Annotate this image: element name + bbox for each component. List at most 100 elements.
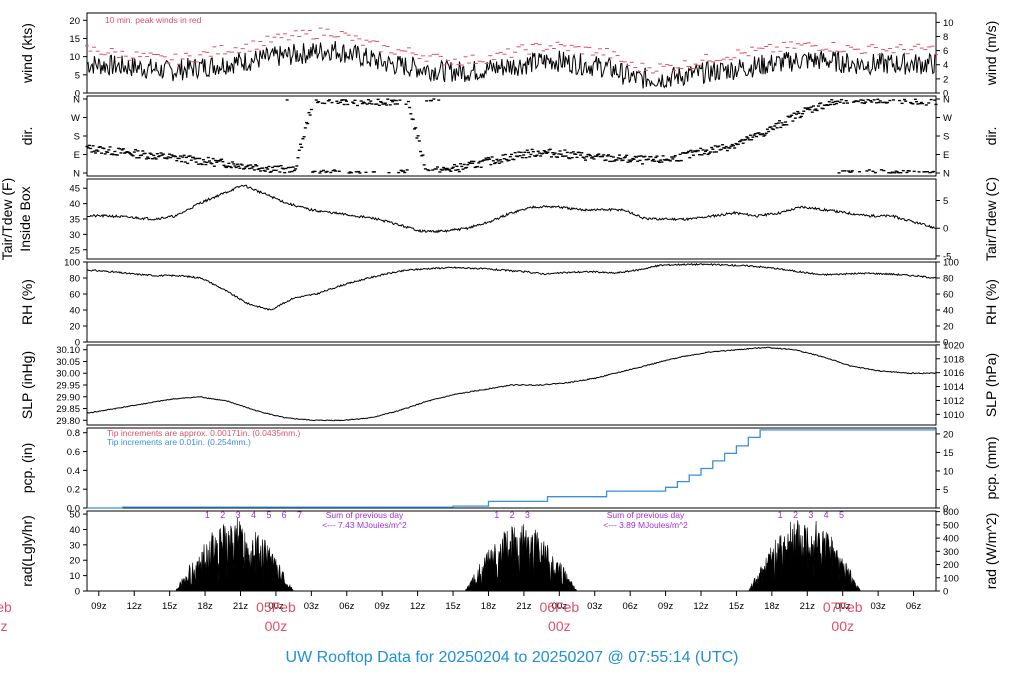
y-tick-label: 40 [69,306,80,317]
day-label-z: z [1,618,8,634]
y-tick-label: 29.90 [56,392,80,403]
y-tick-label: 40 [69,525,80,536]
series-line-rh [86,262,937,311]
y-tick-label: 45 [69,184,80,195]
day-label: 06Feb [539,599,579,615]
y-tick-label-right: -5 [943,251,951,262]
y-tick-label: 0.6 [67,447,80,458]
y-axis-label-left: wind (kts) [19,23,35,84]
y-tick-label-right: 0 [943,89,948,100]
y-tick-label-right: 20 [943,429,954,440]
x-tick-label: 06z [339,601,355,612]
y-tick-label: 29.85 [56,404,80,415]
y-tick-label: 30 [69,230,80,241]
y-tick-label: 10 [69,571,80,582]
y-tick-label: 20 [69,322,80,333]
panel-frame-wind [86,12,937,94]
y-tick-label: W [71,113,80,124]
series-line-temp [86,184,937,234]
y-axis-label-right: dir. [983,127,999,146]
x-tick-label: 21z [800,601,816,612]
y-tick-label-right: 5 [943,196,948,207]
y-tick-label: 0.4 [67,466,80,477]
hour-marker: 4 [824,510,829,520]
y-tick-label-right: 200 [943,560,959,571]
y-tick-label: 20 [69,556,80,567]
y-axis-label-right: wind (m/s) [983,21,999,87]
x-tick-label: 15z [445,601,461,612]
y-tick-label-right: 1014 [943,382,964,393]
x-tick-label: 09z [375,601,391,612]
y-tick-label: 30.10 [56,345,80,356]
y-tick-label-right: 15 [943,448,954,459]
day-label: 05Feb [256,599,296,615]
sum-note-title: Sum of previous day [326,510,404,520]
x-tick-label: 12z [693,601,709,612]
x-tick-label: 09z [658,601,674,612]
x-tick-label: 00z [835,601,851,612]
hour-marker: 2 [793,510,798,520]
y-tick-label: 40 [69,199,80,210]
y-tick-label-right: 4 [943,60,948,71]
hour-marker: 6 [282,510,287,520]
x-tick-label: 12z [127,601,143,612]
y-tick-label-right: 40 [943,306,954,317]
x-tick-label: 15z [162,601,178,612]
day-label: eb [0,599,12,615]
day-label-z: 00z [265,618,288,634]
x-tick-label: 03z [870,601,886,612]
y-axis-label-left: Tair/Tdew (F) [0,178,15,260]
y-axis-label-right: pcp. (mm) [983,437,999,500]
hour-marker: 5 [266,510,271,520]
hour-marker: 1 [494,510,499,520]
x-tick-label: 03z [587,601,603,612]
hour-marker: 1 [205,510,210,520]
y-tick-label-right: 600 [943,507,959,518]
y-tick-label: 0.2 [67,485,80,496]
y-tick-label-right: 0 [943,224,948,235]
y-tick-label-right: 80 [943,274,954,285]
panel-frame-pcp [86,427,937,509]
y-tick-label-right: 1016 [943,368,964,379]
y-tick-label-right: 20 [943,322,954,333]
y-tick-label-right: 0 [943,587,948,598]
rad-area-day-2 [464,524,578,592]
y-tick-label-right: 10 [943,18,954,29]
y-tick-label-right: 6 [943,46,948,57]
y-tick-label: E [74,150,80,161]
hour-marker: 4 [251,510,256,520]
y-tick-label: 30 [69,540,80,551]
y-tick-label-right: W [943,113,952,124]
y-axis-label-right: RH (%) [983,279,999,325]
y-tick-label: N [73,95,80,106]
x-tick-label: 21z [516,601,532,612]
y-tick-label-right: 1010 [943,410,964,421]
rad-area-day-3 [747,520,861,592]
y-tick-label-right: 1018 [943,354,964,365]
x-tick-label: 18z [481,601,497,612]
x-tick-label: 06z [906,601,922,612]
hour-marker: 3 [236,510,241,520]
rad-area-day-1 [174,517,295,592]
y-axis-label-right: SLP (hPa) [983,353,999,417]
y-tick-label-right: 1012 [943,396,964,407]
y-tick-label-right: N [943,169,950,180]
y-tick-label-right: E [943,150,949,161]
y-tick-label-right: 100 [943,258,959,269]
y-axis-label-left: RH (%) [19,279,35,325]
y-tick-label: 30.00 [56,369,80,380]
y-tick-label-right: 500 [943,520,959,531]
panel-note-red: Tip increments are approx. 0.00171in. (0… [107,428,301,438]
y-tick-label: 35 [69,215,80,226]
hour-marker: 2 [220,510,225,520]
x-tick-label: 12z [410,601,426,612]
y-axis-label-left: dir. [19,127,35,146]
y-tick-label-right: 0 [943,504,948,515]
y-tick-label-right: 60 [943,290,954,301]
y-tick-label-right: S [943,132,949,143]
y-tick-label: 20 [69,16,80,27]
y-tick-label-right: 8 [943,32,948,43]
y-tick-label: 29.95 [56,381,80,392]
y-tick-label: 0 [75,587,80,598]
hour-marker: 2 [510,510,515,520]
